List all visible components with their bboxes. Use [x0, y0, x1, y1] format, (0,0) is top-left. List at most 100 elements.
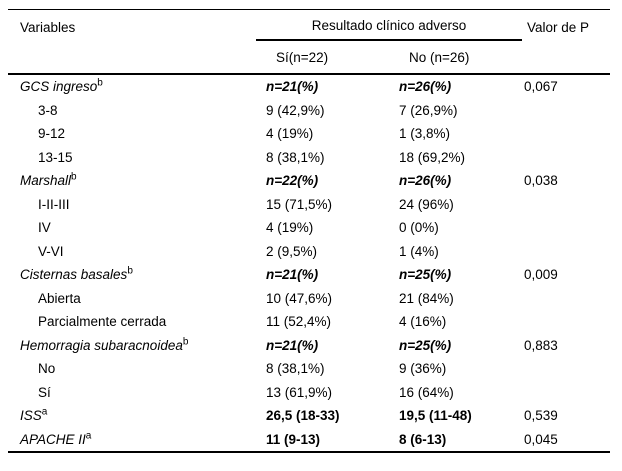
- row-marshall-iv: IV 4 (19%) 0 (0%): [8, 216, 610, 240]
- row-cisternas-basales: Cisternas basalesb n=21(%) n=25(%) 0,009: [8, 263, 610, 287]
- superscript: a: [41, 406, 48, 418]
- p-value: [522, 122, 610, 146]
- row-marshall-v-vi: V-VI 2 (9,5%) 1 (4%): [8, 240, 610, 264]
- no-value: 7 (26,9%): [399, 102, 458, 118]
- variable-label: Abierta: [38, 290, 81, 306]
- row-gcs-ingreso: GCS ingresob n=21(%) n=26(%) 0,067: [8, 74, 610, 99]
- no-value: 9 (36%): [399, 361, 447, 377]
- si-value: n=21(%): [266, 267, 319, 283]
- table-header: Variables Resultado clínico adverso Valo…: [8, 9, 610, 74]
- si-value: 15 (71,5%): [266, 196, 333, 212]
- no-value: n=26(%): [399, 79, 452, 95]
- variable-name: Marshall: [20, 173, 72, 189]
- p-value: 0,067: [524, 79, 558, 95]
- variable-name: GCS ingreso: [20, 79, 98, 95]
- row-gcs-3-8: 3-8 9 (42,9%) 7 (26,9%): [8, 99, 610, 123]
- statistics-table-container: Variables Resultado clínico adverso Valo…: [8, 9, 610, 453]
- header-row-top: Variables Resultado clínico adverso Valo…: [8, 9, 610, 41]
- no-value: 19,5 (11-48): [399, 408, 472, 424]
- row-hemorragia-subaracnoidea: Hemorragia subaracnoideab n=21(%) n=25(%…: [8, 334, 610, 358]
- column-header-si: Sí(n=22): [276, 49, 329, 65]
- variable-label: Sí: [38, 384, 51, 400]
- si-value: 11 (9-13): [266, 431, 321, 447]
- p-value: 0,038: [524, 173, 558, 189]
- p-value: [522, 357, 610, 381]
- no-value: 24 (96%): [399, 196, 454, 212]
- column-header-variables: Variables: [20, 20, 76, 35]
- variable-label: Hemorragia subaracnoideab: [8, 334, 256, 358]
- no-value: 1 (4%): [399, 243, 439, 259]
- variable-name: APACHE II: [20, 431, 86, 447]
- no-value: n=25(%): [399, 267, 452, 283]
- no-value: 18 (69,2%): [399, 149, 466, 165]
- row-cisternas-abierta: Abierta 10 (47,6%) 21 (84%): [8, 287, 610, 311]
- si-value: 11 (52,4%): [266, 314, 332, 330]
- p-value: [522, 310, 610, 334]
- variable-label: 9-12: [38, 126, 66, 142]
- row-hemorragia-no: No 8 (38,1%) 9 (36%): [8, 357, 610, 381]
- si-value: 13 (61,9%): [266, 384, 333, 400]
- variable-label: Parcialmente cerrada: [38, 314, 167, 330]
- row-hemorragia-si: Sí 13 (61,9%) 16 (64%): [8, 381, 610, 405]
- superscript: b: [97, 77, 103, 89]
- si-value: 8 (38,1%): [266, 361, 325, 377]
- variable-label: 13-15: [38, 149, 73, 165]
- column-header-p-value: Valor de P: [527, 20, 590, 35]
- no-value: 21 (84%): [399, 290, 454, 306]
- si-value: n=21(%): [266, 337, 319, 353]
- row-cisternas-parcialmente-cerrada: Parcialmente cerrada 11 (52,4%) 4 (16%): [8, 310, 610, 334]
- no-value: 4 (16%): [399, 314, 447, 330]
- no-value: 8 (6-13): [399, 431, 447, 447]
- no-value: 0 (0%): [399, 220, 439, 236]
- row-marshall-i-ii-iii: I-II-III 15 (71,5%) 24 (96%): [8, 193, 610, 217]
- si-value: 10 (47,6%): [266, 290, 333, 306]
- variable-label: 3-8: [38, 102, 58, 118]
- variable-label: IV: [38, 220, 51, 236]
- superscript: b: [182, 336, 189, 348]
- no-value: 16 (64%): [399, 384, 454, 400]
- superscript: a: [85, 430, 92, 442]
- row-gcs-9-12: 9-12 4 (19%) 1 (3,8%): [8, 122, 610, 146]
- si-value: n=22(%): [266, 173, 319, 189]
- column-header-spanner: Resultado clínico adverso: [256, 9, 522, 41]
- header-row-sub: Sí(n=22) No (n=26): [8, 40, 610, 74]
- column-header-no: No (n=26): [409, 49, 470, 65]
- si-value: 8 (38,1%): [266, 149, 325, 165]
- p-value: [522, 240, 610, 264]
- variable-name: ISS: [20, 408, 42, 424]
- p-value: [522, 193, 610, 217]
- si-value: 4 (19%): [266, 220, 314, 236]
- si-value: 26,5 (18-33): [266, 408, 340, 424]
- variable-label: GCS ingresob: [8, 74, 256, 99]
- p-value: [522, 287, 610, 311]
- p-value: [522, 216, 610, 240]
- p-value: 0,009: [524, 267, 558, 283]
- variable-label: ISSa: [8, 404, 256, 428]
- variable-label: No: [38, 361, 56, 377]
- variable-label: V-VI: [38, 243, 64, 259]
- p-value: [522, 99, 610, 123]
- p-value: 0,883: [524, 337, 558, 353]
- variable-label: Cisternas basalesb: [8, 263, 256, 287]
- row-gcs-13-15: 13-15 8 (38,1%) 18 (69,2%): [8, 146, 610, 170]
- p-value: 0,045: [524, 431, 558, 447]
- no-value: n=25(%): [399, 337, 452, 353]
- row-marshall: Marshallb n=22(%) n=26(%) 0,038: [8, 169, 610, 193]
- si-value: n=21(%): [266, 79, 319, 95]
- variable-label: APACHE IIa: [8, 428, 256, 453]
- si-value: 9 (42,9%): [266, 102, 325, 118]
- no-value: 1 (3,8%): [399, 126, 451, 142]
- si-value: 4 (19%): [266, 126, 314, 142]
- variable-label: I-II-III: [38, 196, 70, 212]
- variable-name: Hemorragia subaracnoidea: [20, 337, 183, 353]
- row-apache-ii: APACHE IIa 11 (9-13) 8 (6-13) 0,045: [8, 428, 610, 453]
- superscript: b: [71, 171, 77, 183]
- variable-label: Marshallb: [8, 169, 256, 193]
- variable-name: Cisternas basales: [20, 267, 128, 283]
- superscript: b: [127, 265, 133, 277]
- p-value: [522, 146, 610, 170]
- no-value: n=26(%): [399, 173, 452, 189]
- p-value: [522, 381, 610, 405]
- p-value: 0,539: [524, 408, 558, 424]
- row-iss: ISSa 26,5 (18-33) 19,5 (11-48) 0,539: [8, 404, 610, 428]
